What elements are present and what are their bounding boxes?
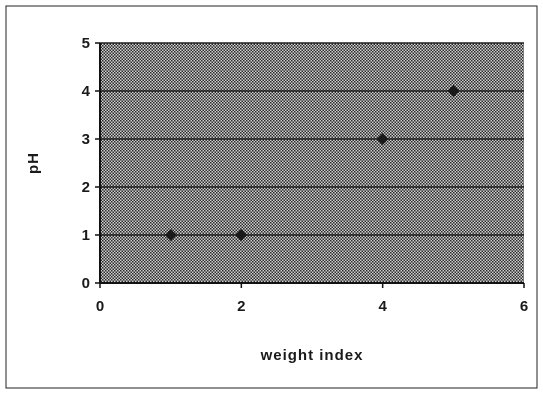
- x-axis-title: weight index: [260, 347, 364, 364]
- data-points: [164, 85, 460, 241]
- x-tick-label-4: 4: [378, 298, 387, 315]
- y-tick-label-0: 0: [82, 275, 90, 292]
- data-point-0-2: [376, 133, 389, 145]
- outer-border: [5, 5, 538, 389]
- data-point-0-3: [447, 85, 460, 97]
- y-tick-label-5: 5: [82, 35, 90, 52]
- data-point-0-1: [235, 229, 248, 241]
- y-tick-label-2: 2: [82, 179, 90, 196]
- y-tick-label-4: 4: [82, 83, 91, 100]
- x-tick-label-6: 6: [520, 298, 528, 315]
- axes: [95, 42, 525, 288]
- y-tick-label-1: 1: [82, 227, 90, 244]
- y-axis-title: pH: [25, 152, 42, 174]
- x-tick-label-2: 2: [237, 298, 245, 315]
- data-point-0-0: [164, 229, 177, 241]
- y-tick-label-3: 3: [82, 131, 90, 148]
- plot-area: [100, 43, 524, 283]
- tick-labels: 0 1 2 3 4 5 0 2 4 6: [82, 35, 529, 315]
- x-tick-label-0: 0: [96, 298, 104, 315]
